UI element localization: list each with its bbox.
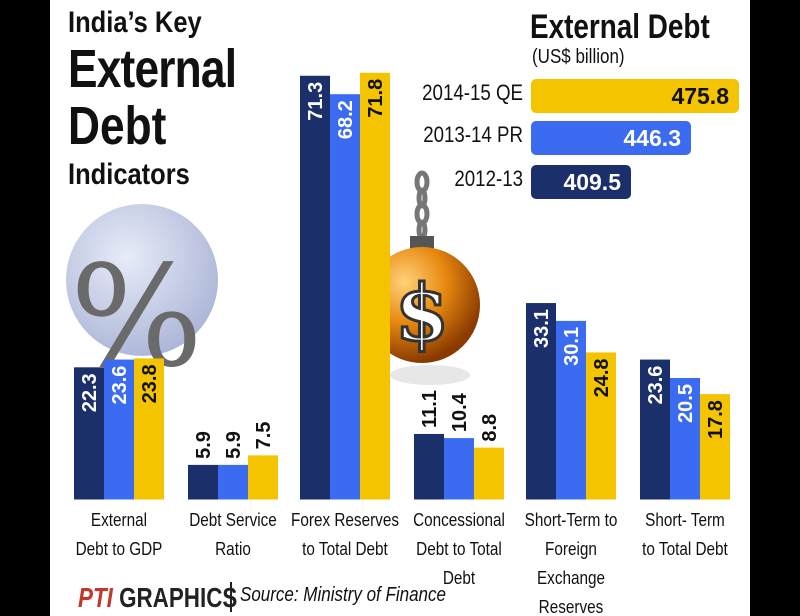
category-label-line: Reserves: [538, 597, 604, 616]
title-line-1: India’s Key: [68, 6, 202, 39]
infographic: % $ 22.3 23.6 23.8 5.9 5.9 7.5 71.3 68.2 71.8 11.…: [50, 0, 750, 616]
bar-value-label: 22.3: [79, 373, 101, 412]
legend-value-2013-14: 446.3: [531, 121, 691, 155]
graphics-logo-text: GRAPHICS: [119, 582, 238, 613]
category-label: Forex Reserves to Total Debt: [286, 506, 405, 564]
category-label-line: External: [90, 510, 148, 530]
category-label-line: to Total Debt: [642, 539, 728, 559]
bar: [300, 75, 330, 500]
pti-logo-text: PTI: [78, 582, 113, 613]
bar: [104, 359, 134, 500]
bar: [474, 447, 504, 500]
bar: [670, 378, 700, 500]
legend-value-2012-13: 409.5: [531, 165, 631, 199]
category-label-line: to Total Debt: [302, 539, 388, 559]
legend-value-2014-15: 475.8: [531, 79, 739, 113]
category-label: Debt Service Ratio: [174, 506, 293, 564]
bar: [188, 464, 218, 500]
category-label-line: Debt: [442, 568, 476, 588]
category-label-line: Debt to GDP: [75, 539, 163, 559]
bar: [218, 464, 248, 500]
bar-value-label: 23.8: [139, 364, 161, 403]
bar: [640, 359, 670, 500]
bar-value-label: 24.8: [591, 358, 613, 397]
svg-text:$: $: [395, 268, 449, 359]
title-line-3: Debt: [68, 96, 167, 156]
bar: [248, 455, 278, 500]
category-label-line: Ratio: [215, 539, 251, 559]
bar: [556, 320, 586, 500]
bar-value-label: 23.6: [645, 366, 667, 405]
bar-value-label: 11.1: [419, 390, 441, 428]
category-label-line: Forex Reserves: [290, 510, 399, 530]
bar-value-label: 71.3: [305, 82, 327, 121]
category-label-line: Concessional: [413, 510, 505, 530]
external-debt-unit: (US$ billion): [532, 46, 625, 68]
bar: [526, 303, 556, 500]
bar: [444, 438, 474, 500]
bar-value-label: 23.6: [109, 366, 131, 405]
bar-value-label: 71.8: [365, 79, 387, 118]
bar: [74, 367, 104, 500]
bar-value-label: 10.4: [449, 392, 471, 432]
bar-value-label: 5.9: [223, 431, 245, 459]
legend-label-2014-15: 2014-15 QE: [422, 80, 523, 105]
category-label: Concessional Debt to Total Debt: [400, 506, 519, 593]
bar-value-label: 33.1: [531, 309, 553, 348]
category-label: Short- Term to Total Debt: [626, 506, 745, 564]
source-note: Source: Ministry of Finance: [240, 584, 446, 606]
title-line-2: External: [68, 39, 237, 99]
category-label: External Debt to GDP: [60, 506, 179, 564]
chart-canvas: % $ 22.3 23.6 23.85.9 5.9 7.571.3 68.271.811.…: [50, 72, 750, 501]
bar: [414, 433, 444, 500]
title-line-4: Indicators: [68, 158, 190, 191]
bar: [700, 394, 730, 500]
bar: [360, 72, 390, 500]
percent-circle: [66, 204, 218, 356]
category-label-line: Foreign Exchange: [536, 539, 606, 588]
pti-graphics-logo: PTI GRAPHICS: [78, 582, 237, 614]
category-label-line: Short- Term: [645, 510, 725, 530]
bar-value-label: 7.5: [253, 422, 275, 450]
category-label-line: Debt to Total: [416, 539, 502, 559]
bar-value-label: 17.8: [705, 400, 727, 439]
category-label-line: Short-Term to: [524, 510, 618, 530]
bar-value-label: 30.1: [561, 327, 583, 366]
footer-divider: [230, 582, 232, 612]
bar-value-label: 20.5: [675, 384, 697, 423]
legend-label-2012-13: 2012-13: [454, 166, 523, 191]
bar-value-label: 68.2: [335, 100, 357, 139]
external-debt-title: External Debt: [530, 8, 710, 46]
category-label-line: Debt Service: [189, 510, 277, 530]
bar: [134, 358, 164, 500]
bar: [586, 352, 616, 500]
bar-value-label: 5.9: [193, 431, 215, 459]
wrecking-ball-icon: $: [364, 170, 480, 385]
bar: [330, 94, 360, 501]
bar-value-label: 8.8: [479, 414, 501, 442]
legend-label-2013-14: 2013-14 PR: [423, 122, 523, 147]
category-label: Short-Term to Foreign Exchange Reserves: [512, 506, 631, 616]
